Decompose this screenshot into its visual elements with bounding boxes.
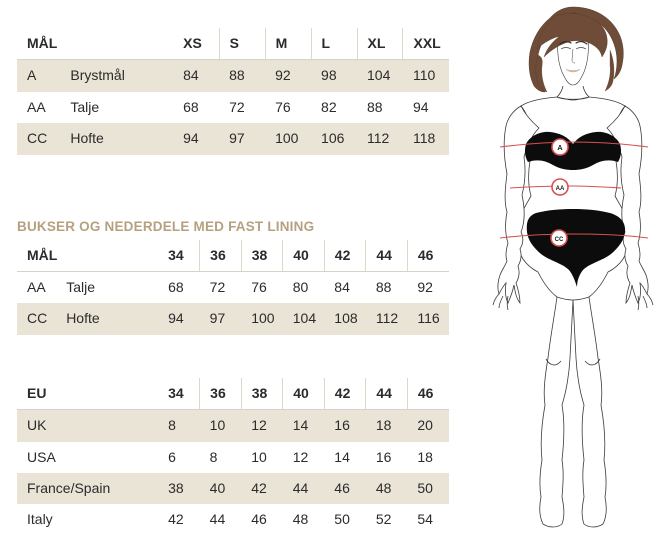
svg-text:AA: AA xyxy=(556,186,565,192)
svg-text:CC: CC xyxy=(555,237,564,243)
svg-text:A: A xyxy=(557,143,562,152)
